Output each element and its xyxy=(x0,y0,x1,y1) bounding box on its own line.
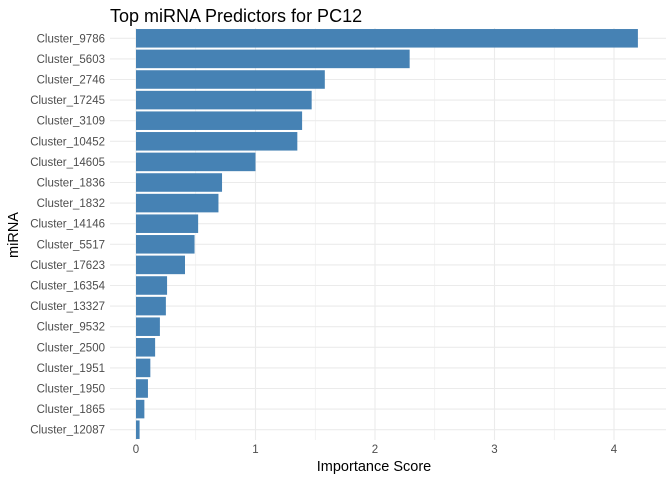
bar xyxy=(136,276,168,295)
bar xyxy=(136,49,410,69)
y-tick-label: Cluster_17245 xyxy=(30,95,105,107)
x-tick-labels: 0 1 2 3 4 xyxy=(133,444,618,456)
x-axis-title: Importance Score xyxy=(317,459,431,475)
grid-lines xyxy=(110,28,666,440)
bar xyxy=(136,317,160,336)
x-tick-label: 1 xyxy=(252,444,258,456)
bar xyxy=(136,152,256,172)
x-tick-label: 0 xyxy=(133,444,139,456)
y-tick-label: Cluster_13327 xyxy=(30,301,105,313)
bar xyxy=(136,338,156,357)
bar xyxy=(136,132,298,151)
y-axis-title: miRNA xyxy=(6,212,22,258)
bar xyxy=(136,235,195,254)
bar xyxy=(136,70,325,89)
y-tick-label: Cluster_9786 xyxy=(37,33,105,45)
y-tick-labels: Cluster_9786 Cluster_5603 Cluster_2746 Clus… xyxy=(30,33,105,436)
y-tick-label: Cluster_5517 xyxy=(37,239,105,251)
bar xyxy=(136,29,638,48)
y-tick-label: Cluster_1836 xyxy=(37,178,105,190)
bar xyxy=(136,379,148,398)
y-tick-label: Cluster_17623 xyxy=(30,260,105,272)
x-tick-label: 3 xyxy=(491,444,497,456)
y-tick-label: Cluster_5603 xyxy=(37,54,105,66)
y-tick-label: Cluster_2500 xyxy=(37,342,105,354)
bar xyxy=(136,214,199,233)
bar xyxy=(136,255,185,275)
x-tick-label: 4 xyxy=(611,444,618,456)
y-tick-label: Cluster_16354 xyxy=(30,281,105,293)
bar xyxy=(136,90,312,110)
y-tick-label: Cluster_2746 xyxy=(37,75,105,87)
y-tick-label: Cluster_9532 xyxy=(37,322,105,334)
y-tick-label: Cluster_1951 xyxy=(37,363,105,375)
y-tick-label: Cluster_3109 xyxy=(37,116,105,128)
y-tick-label: Cluster_1950 xyxy=(37,384,105,396)
bar xyxy=(136,358,151,378)
chart-title: Top miRNA Predictors for PC12 xyxy=(110,6,362,26)
bar xyxy=(136,420,140,439)
y-tick-label: Cluster_14146 xyxy=(30,219,105,231)
y-tick-label: Cluster_1865 xyxy=(37,404,105,416)
bars xyxy=(136,29,638,439)
x-tick-label: 2 xyxy=(372,444,378,456)
y-tick-label: Cluster_10452 xyxy=(30,136,105,148)
bar xyxy=(136,399,145,419)
bar xyxy=(136,296,166,316)
y-tick-label: Cluster_14605 xyxy=(30,157,105,169)
y-tick-label: Cluster_1832 xyxy=(37,198,105,210)
bar xyxy=(136,193,219,213)
bar xyxy=(136,111,303,130)
y-tick-label: Cluster_12087 xyxy=(30,425,105,437)
bar xyxy=(136,173,223,192)
